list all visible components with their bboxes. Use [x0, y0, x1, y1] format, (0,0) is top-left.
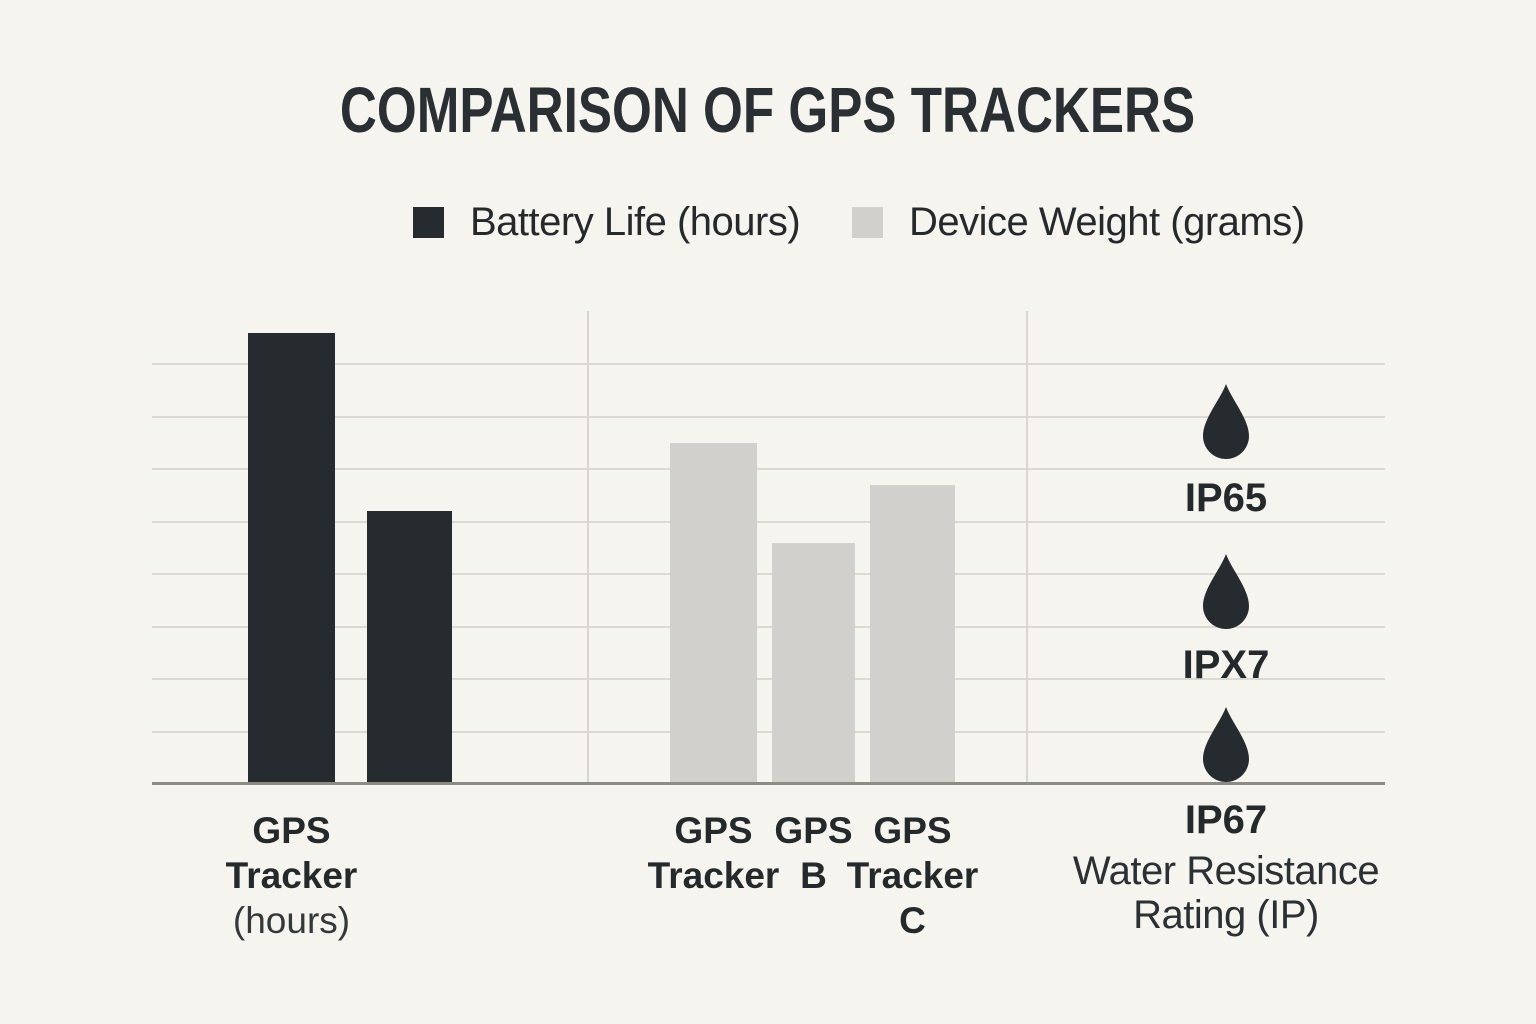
chart-title: COMPARISON OF GPS TRACKERS	[340, 74, 1196, 146]
weight-bar-2-label: GPS Tracker C	[847, 808, 979, 943]
gridline-horizontal	[152, 625, 1385, 628]
legend-label: Device Weight (grams)	[909, 199, 1305, 244]
gridline-horizontal	[152, 415, 1385, 418]
water-axis-label-line: Water Resistance	[1072, 849, 1380, 893]
water-axis-label-line: Rating (IP)	[1133, 893, 1319, 937]
legend-item-battery-life: Battery Life (hours)	[413, 199, 801, 244]
bar-label-line: GPS	[873, 810, 952, 851]
battery-bar-0-label: GPS Tracker (hours)	[226, 808, 358, 943]
ip-rating-label-2: IP67	[1184, 798, 1268, 842]
water-resistance-axis-label: Water Resistance Rating (IP)	[1072, 849, 1380, 937]
bar-label-line: Tracker	[846, 855, 979, 896]
bar-label-line: GPS	[674, 810, 753, 851]
bar-label-line: Tracker	[647, 855, 780, 896]
device-weight-swatch-icon	[852, 206, 883, 238]
gridline-horizontal	[152, 468, 1385, 470]
battery-bar-1	[367, 511, 452, 784]
x-axis-line	[152, 782, 1385, 785]
gridline-horizontal	[152, 730, 1385, 733]
weight-bar-2	[870, 484, 955, 784]
gridline-horizontal	[152, 363, 1385, 365]
bar-label-line: Tracker	[225, 855, 358, 896]
bar-label-line: GPS	[774, 810, 853, 851]
bar-label-line: B	[800, 855, 827, 896]
weight-bar-0	[670, 442, 757, 784]
weight-bar-1-label: GPS B	[774, 808, 852, 898]
gridline-vertical	[1026, 311, 1028, 784]
gridline-horizontal	[152, 520, 1385, 523]
weight-bar-0-label: GPS Tracker	[648, 808, 780, 898]
battery-bar-0	[248, 332, 335, 784]
gridline-vertical	[587, 311, 589, 784]
battery-life-swatch-icon	[413, 206, 444, 238]
ip-rating-label-1: IPX7	[1182, 643, 1270, 687]
legend-item-device-weight: Device Weight (grams)	[852, 200, 1305, 244]
water-drop-icon	[1199, 552, 1253, 632]
water-drop-icon	[1199, 705, 1253, 785]
ip-rating-label-0: IP65	[1184, 476, 1268, 520]
gridline-horizontal	[152, 678, 1385, 680]
water-drop-icon	[1199, 382, 1253, 462]
bar-label-subline: (hours)	[232, 900, 351, 941]
gridline-horizontal	[152, 573, 1385, 575]
weight-bar-1	[772, 542, 855, 784]
legend-label: Battery Life (hours)	[470, 199, 801, 244]
bar-label-line: GPS	[252, 810, 331, 851]
bar-label-line: C	[899, 900, 926, 941]
